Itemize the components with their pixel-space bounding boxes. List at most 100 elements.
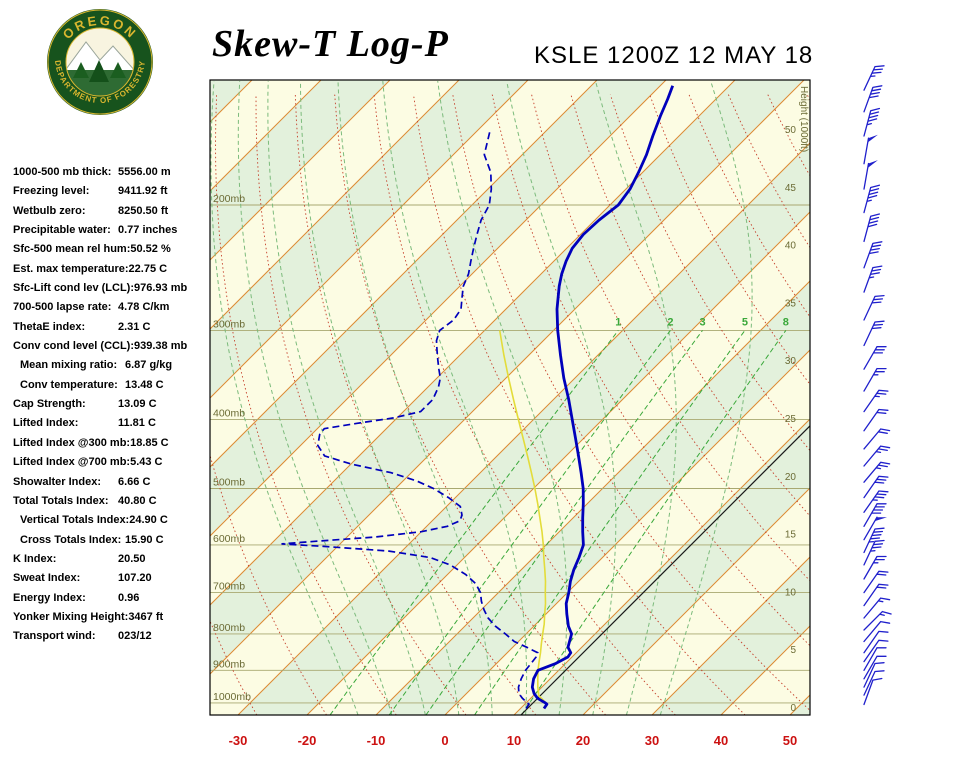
tree-icon	[73, 62, 89, 78]
barb-staff	[863, 662, 885, 688]
index-label: Transport wind:	[13, 630, 96, 643]
index-label: Lifted Index @700 mb:	[13, 456, 131, 469]
pressure-label: 400mb	[213, 407, 245, 419]
temp-axis-label: -20	[298, 733, 317, 748]
index-value: 5556.00 m	[118, 166, 171, 178]
wind-barb	[863, 539, 885, 566]
barb-staff	[863, 367, 887, 392]
wind-barb	[863, 320, 885, 347]
index-label: Vertical Totals Index:	[20, 514, 130, 527]
dry-adiabat	[452, 94, 810, 712]
index-value: 8250.50 ft	[118, 204, 169, 217]
pressure-label: 500mb	[213, 476, 245, 488]
index-value: 0.77 inches	[118, 224, 178, 237]
indices-panel: 1000-500 mb thick: 5556.00 m Freezing leve…	[13, 163, 213, 647]
height-label: 10	[785, 587, 797, 598]
pressure-label: 200mb	[213, 193, 245, 205]
index-row: Cap Strength: 13.09 C	[13, 395, 213, 414]
barb-staff	[863, 107, 881, 137]
isotherm-line	[210, 80, 391, 261]
isotherm-line	[375, 280, 810, 715]
index-value: 5.43 C	[130, 456, 163, 469]
index-row: Precipitable water: 0.77 inches	[13, 221, 213, 240]
barb-staff	[863, 461, 891, 483]
wind-barb	[863, 583, 889, 607]
logo-inner-rim	[65, 27, 135, 97]
index-label: Lifted Index @300 mb:	[13, 436, 131, 449]
barb-staff	[863, 265, 883, 293]
index-row: Est. max temperature: 22.75 C	[13, 260, 213, 279]
index-row: Freezing level: 9411.92 ft	[13, 182, 213, 201]
index-row: 700-500 lapse rate: 4.78 C/km	[13, 298, 213, 317]
wind-barb	[863, 294, 885, 321]
isotherm-line	[0, 80, 183, 715]
index-value: 11.81 C	[118, 417, 156, 430]
index-label: Est. max temperature:	[13, 262, 129, 275]
index-value: 24.90 C	[129, 514, 168, 527]
parcel-trace	[498, 330, 548, 709]
barb-staff	[863, 670, 885, 696]
index-value: 40.80 C	[118, 494, 157, 507]
index-value: 939.38 mb	[134, 340, 188, 353]
moist-adiabat	[595, 80, 677, 715]
barb-staff	[863, 555, 887, 580]
mixing-ratio-line	[388, 330, 671, 715]
barb-staff	[863, 610, 892, 631]
wind-barb	[863, 428, 891, 450]
moist-adiabat	[300, 81, 460, 715]
index-value: 15.90 C	[125, 533, 164, 546]
index-row: Lifted Index @300 mb: 18.85 C	[13, 434, 213, 453]
index-value: 023/12	[118, 630, 152, 643]
wind-barb	[863, 367, 887, 392]
reference-line	[520, 425, 810, 715]
barb-staff	[863, 85, 883, 113]
index-value: 976.93 mb	[134, 282, 188, 295]
index-value: 20.50	[118, 552, 146, 565]
barb-staff	[863, 475, 889, 499]
barb-staff	[863, 677, 883, 706]
pressure-label: 800mb	[213, 622, 245, 634]
index-row: K Index: 20.50	[13, 550, 213, 569]
barb-flag	[867, 160, 878, 168]
index-row: Lifted Index @700 mb: 5.43 C	[13, 453, 213, 472]
barb-staff	[863, 490, 889, 513]
index-value: 6.87 g/kg	[125, 359, 173, 372]
wind-barb	[863, 65, 885, 91]
mixing-ratio-label: 1	[615, 316, 621, 328]
pressure-label: 700mb	[213, 581, 245, 593]
page-title: Skew-T Log-P	[212, 23, 449, 65]
temp-axis-label: 30	[645, 733, 659, 748]
index-row: Wetbulb zero: 8250.50 ft	[13, 202, 213, 221]
barb-staff	[863, 539, 885, 566]
barb-staff	[863, 162, 870, 190]
index-row: Energy Index: 0.96	[13, 589, 213, 608]
isotherm-line	[582, 487, 810, 715]
wind-barb	[863, 597, 891, 619]
wind-barb	[863, 670, 885, 696]
barb-flag	[867, 134, 878, 143]
wind-barb	[863, 647, 887, 671]
wind-barb	[863, 346, 887, 370]
barb-staff	[863, 408, 889, 432]
barb-staff	[863, 428, 891, 450]
barb-staff	[863, 516, 878, 541]
index-value: 50.52 %	[130, 243, 171, 256]
wind-barb	[863, 461, 891, 483]
barb-staff	[863, 647, 887, 671]
index-value: 3467 ft	[128, 610, 164, 623]
index-label: ThetaE index:	[13, 320, 86, 333]
barb-staff	[863, 137, 870, 165]
barb-staff	[863, 320, 885, 347]
moist-adiabat	[267, 81, 426, 715]
wind-barb	[863, 570, 889, 594]
pressure-label: 1000mb	[213, 691, 251, 703]
dry-adiabat	[609, 94, 810, 452]
dry-adiabat	[210, 620, 258, 715]
index-value: 13.48 C	[125, 378, 164, 391]
index-label: 700-500 lapse rate:	[13, 301, 112, 314]
isotherm-band	[0, 80, 114, 715]
temp-axis-label: 10	[507, 733, 521, 748]
height-label: 0	[790, 703, 796, 714]
index-label: Yonker Mixing Height:	[13, 610, 129, 623]
station-id-line: KSLE 1200Z 12 MAY 18	[534, 42, 814, 69]
